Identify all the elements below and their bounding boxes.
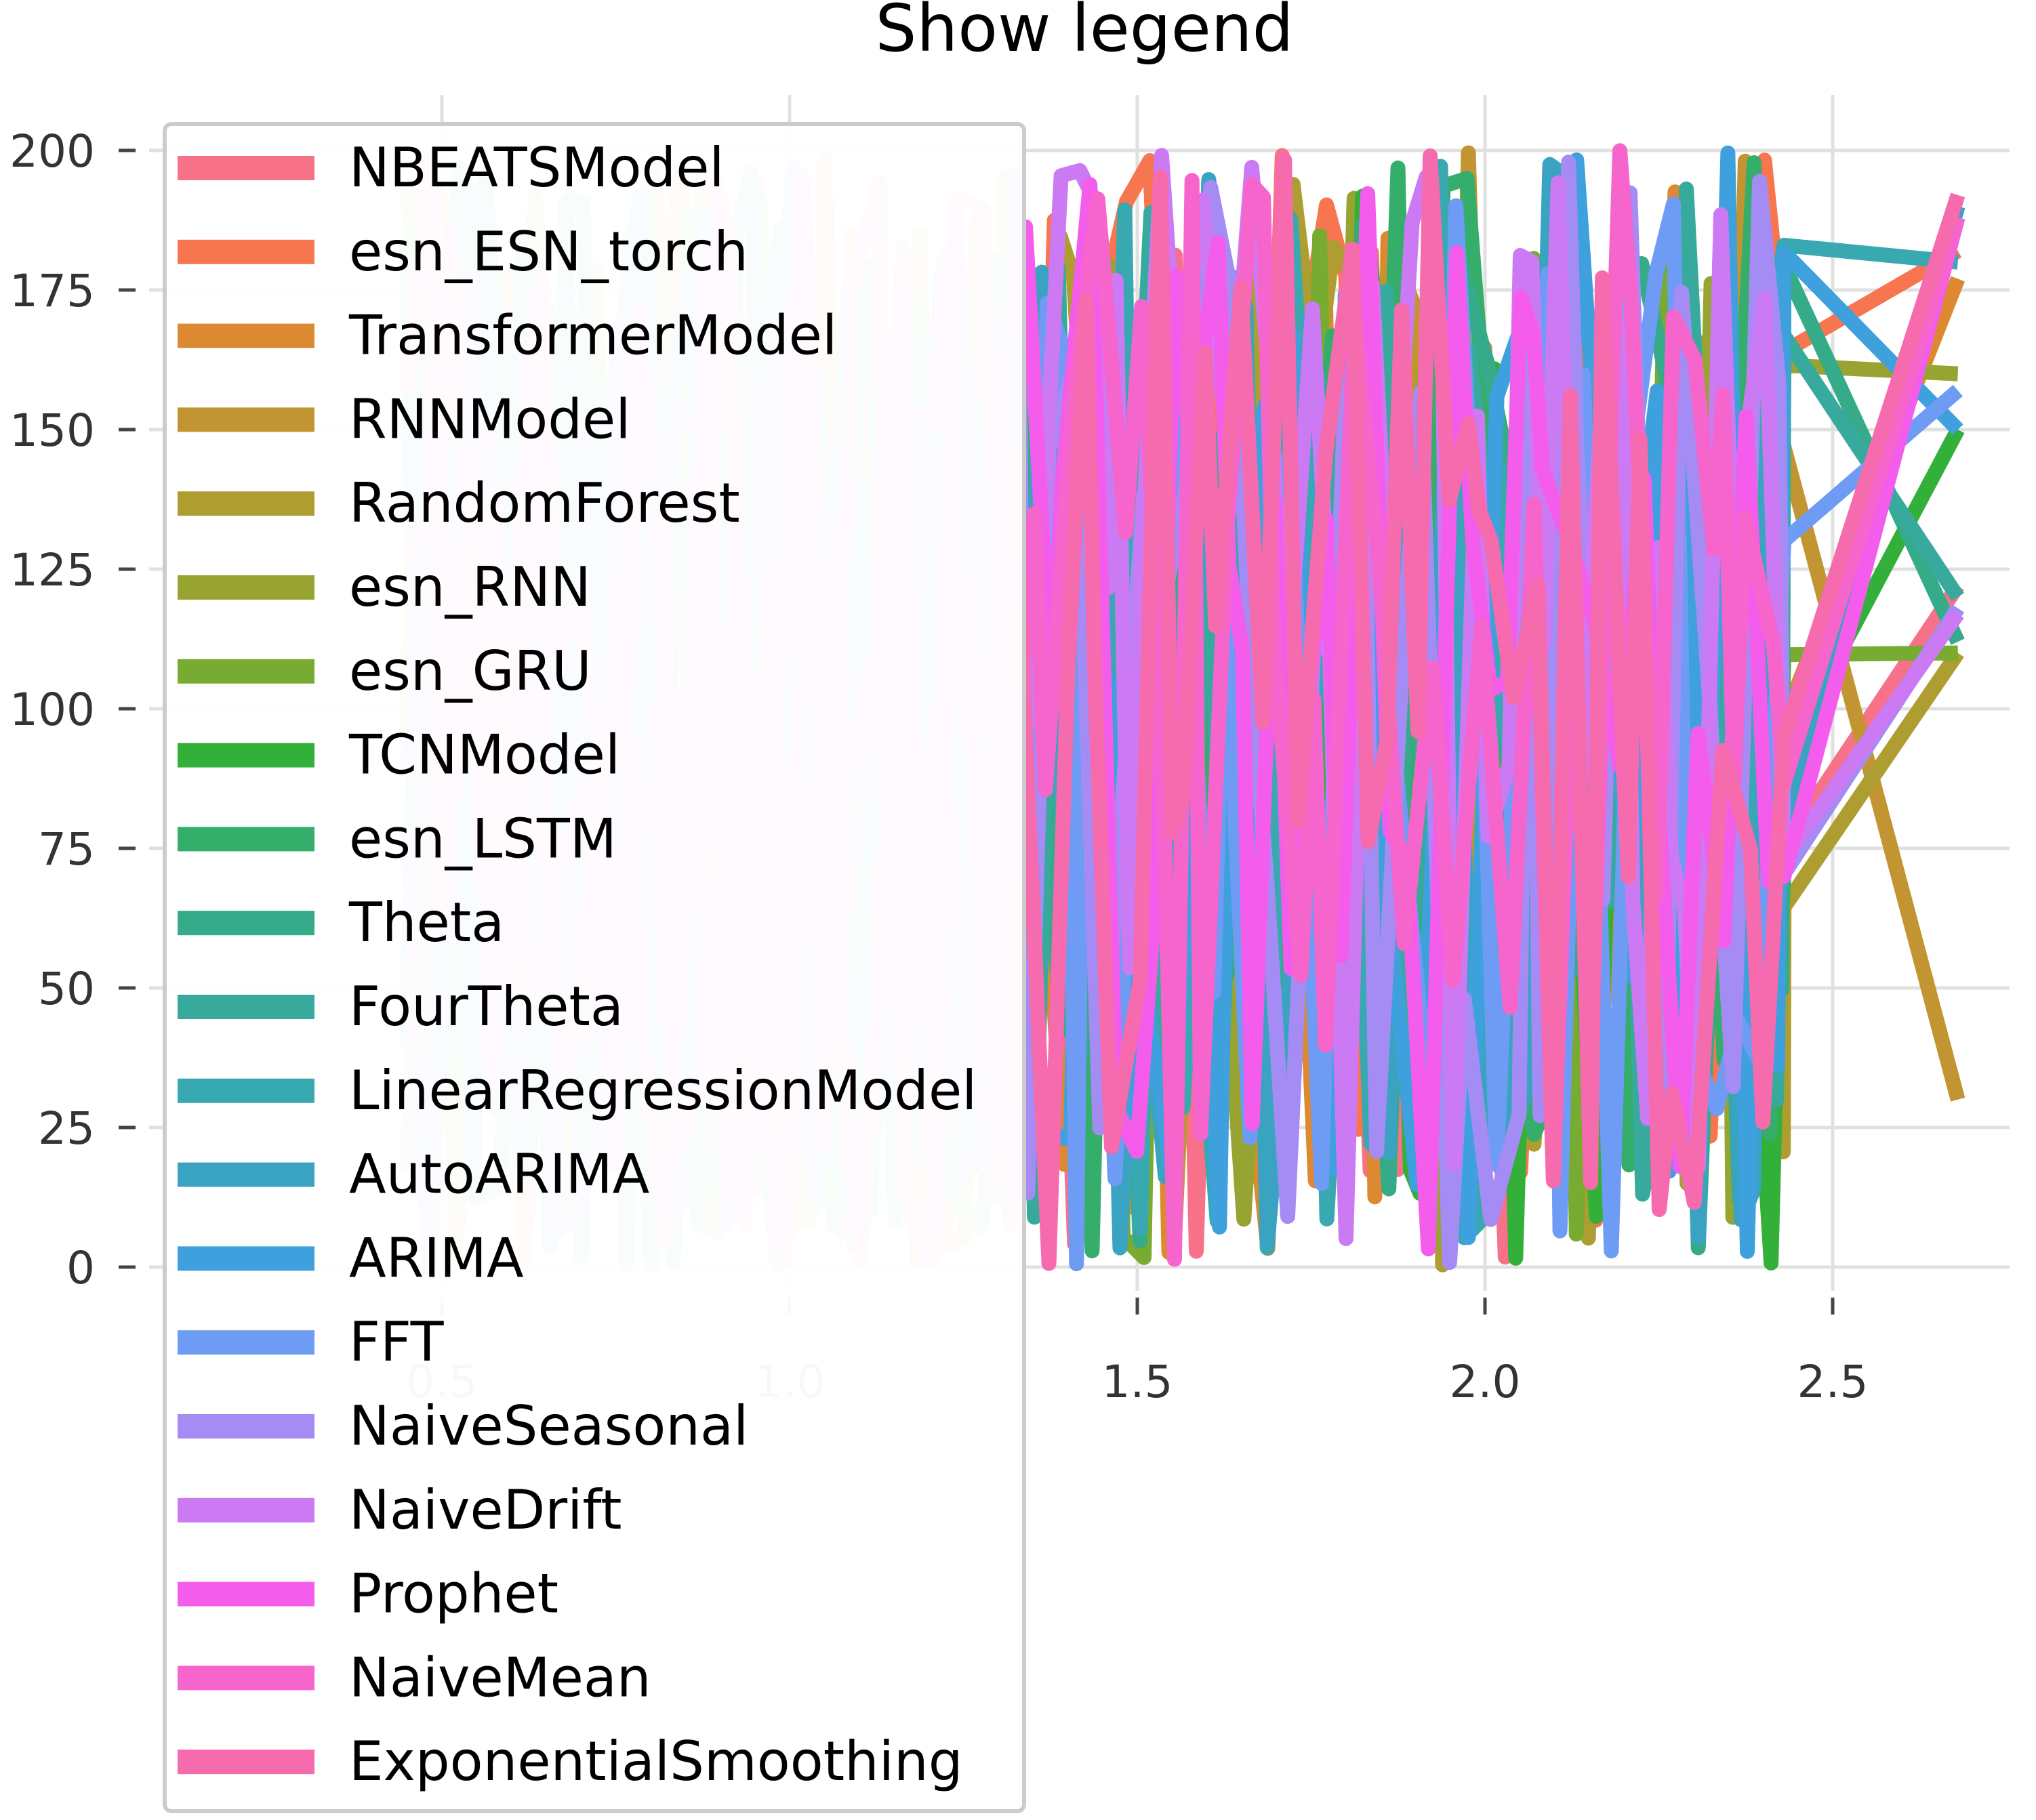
y-tick-label: 0 [66, 1242, 95, 1294]
legend-swatch [178, 575, 314, 600]
legend-swatch [178, 1497, 314, 1523]
legend-label: NaiveMean [349, 1646, 651, 1709]
legend-label: RNNModel [349, 388, 630, 451]
legend-swatch [178, 323, 314, 348]
legend-label: TransformerModel [348, 304, 837, 367]
legend-swatch [178, 743, 314, 768]
legend-swatch [178, 1078, 314, 1103]
legend-label: TCNModel [348, 724, 620, 787]
x-tick-label: 1.5 [1102, 1356, 1173, 1408]
legend-label: Theta [348, 891, 504, 954]
legend-swatch [178, 659, 314, 684]
legend-swatch [178, 491, 314, 516]
legend-swatch [178, 407, 314, 432]
legend-label: FourTheta [349, 975, 624, 1038]
legend-box [163, 122, 1026, 1813]
legend-swatch [178, 1750, 314, 1775]
x-tick-label: 2.5 [1797, 1356, 1869, 1408]
y-tick-label: 50 [38, 963, 95, 1015]
chart-title: Show legend [875, 0, 1293, 66]
legend-swatch [178, 1246, 314, 1271]
legend-label: Prophet [349, 1563, 558, 1626]
legend-label: ExponentialSmoothing [349, 1730, 962, 1793]
y-tick-label: 175 [9, 265, 95, 317]
legend-swatch [178, 1330, 314, 1355]
legend-label: esn_RNN [349, 556, 591, 619]
legend-label: NaiveDrift [349, 1478, 622, 1542]
legend-label: AutoARIMA [349, 1143, 650, 1206]
y-tick-label: 75 [38, 823, 95, 875]
legend: NBEATSModel esn_ESN_torch TransformerModel… [163, 122, 1026, 1813]
legend-swatch [178, 911, 314, 936]
legend-label: ARIMA [349, 1226, 524, 1289]
x-tick-label: 2.0 [1450, 1356, 1521, 1408]
legend-swatch [178, 1581, 314, 1607]
legend-swatch [178, 239, 314, 264]
legend-swatch [178, 827, 314, 852]
y-tick-label: 150 [9, 405, 95, 457]
y-tick-label: 125 [9, 544, 95, 596]
legend-label: FFT [349, 1310, 445, 1373]
legend-label: esn_GRU [349, 640, 592, 703]
legend-label: NaiveSeasonal [349, 1394, 748, 1457]
legend-label: RandomForest [349, 472, 740, 535]
legend-swatch [178, 1162, 314, 1187]
y-tick-label: 100 [9, 684, 95, 736]
legend-swatch [178, 1666, 314, 1691]
legend-label: esn_ESN_torch [349, 220, 748, 283]
legend-swatch [178, 156, 314, 180]
y-tick-label: 200 [9, 125, 95, 178]
legend-swatch [178, 1414, 314, 1439]
y-tick-label: 25 [38, 1102, 95, 1155]
legend-label: NBEATSModel [349, 136, 725, 199]
legend-swatch [178, 995, 314, 1019]
y-axis: 0 25 50 75 100 125 150 175 200 [9, 125, 136, 1294]
legend-label: esn_LSTM [349, 807, 617, 870]
legend-label: LinearRegressionModel [349, 1059, 977, 1122]
